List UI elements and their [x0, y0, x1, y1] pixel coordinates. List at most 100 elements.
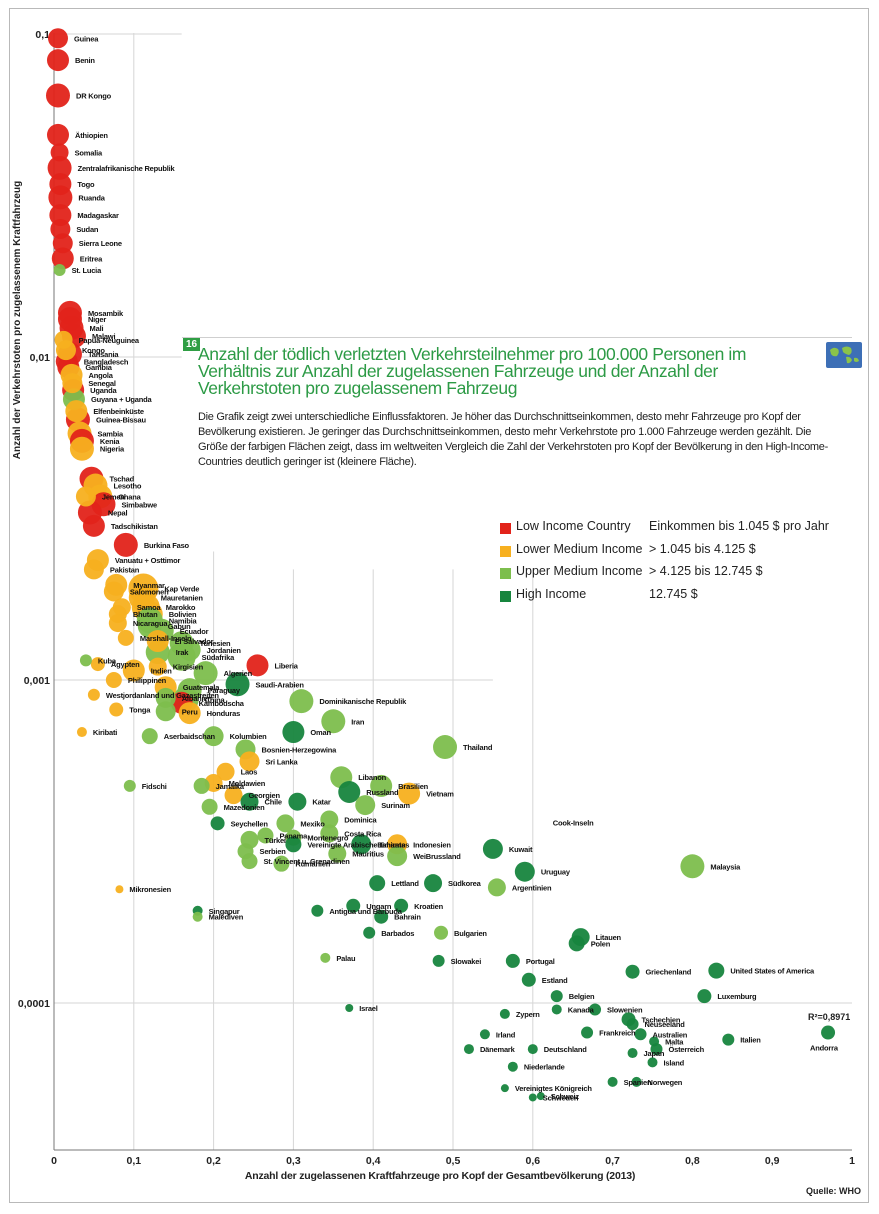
- point-label: Fidschi: [142, 782, 167, 791]
- data-point: [374, 909, 389, 924]
- data-point: [647, 1057, 658, 1068]
- point-label: Zentralafrikanische Republik: [78, 164, 176, 173]
- point-label: Uruguay: [541, 868, 571, 877]
- point-label: Dänemark: [480, 1045, 516, 1054]
- data-point: [394, 898, 409, 913]
- data-point: [351, 834, 372, 855]
- point-label: Argentinien: [512, 883, 552, 892]
- data-point: [49, 204, 72, 227]
- data-point: [148, 657, 167, 676]
- point-label: China: [205, 696, 226, 705]
- point-label: Südkorea: [448, 879, 482, 888]
- point-label: Australien: [653, 1030, 688, 1039]
- point-label: Westjordanland und Gazastreifen: [106, 691, 219, 700]
- x-axis-label: Anzahl der zugelassenen Kraftfahrzeuge p…: [244, 1170, 636, 1182]
- x-tick-label: 0,1: [126, 1155, 141, 1167]
- data-point: [193, 661, 218, 686]
- point-label: Honduras: [207, 709, 240, 718]
- point-label: Nigeria: [100, 445, 125, 454]
- point-label: Ägypten: [111, 660, 140, 669]
- point-label: Jamaika: [216, 782, 245, 791]
- data-point: [424, 874, 443, 893]
- point-label: Dominica: [344, 815, 377, 824]
- data-point: [87, 688, 100, 701]
- x-tick-label: 0,5: [446, 1155, 461, 1167]
- point-label: Samoa: [137, 603, 162, 612]
- legend-entry: Low Income Country Einkommen bis 1.045 $ …: [500, 518, 860, 541]
- data-point: [105, 672, 122, 688]
- point-label: Indonesien: [413, 840, 451, 849]
- point-label: Vereinigte Arabische Emirate: [307, 840, 405, 849]
- point-label: Luxemburg: [717, 992, 757, 1001]
- point-label: Kuwait: [509, 845, 533, 854]
- data-point: [47, 28, 68, 49]
- data-point: [54, 330, 73, 349]
- point-label: Elfenbeinküste: [93, 407, 144, 416]
- data-point: [581, 1026, 594, 1039]
- data-point: [45, 83, 70, 108]
- point-label: Malta: [665, 1037, 684, 1046]
- figure-number-badge: 16: [183, 338, 201, 351]
- data-point: [193, 777, 210, 794]
- point-label: Gambia: [85, 363, 112, 372]
- legend-swatch: [500, 590, 511, 602]
- point-label: Myanmar: [133, 581, 165, 590]
- data-point: [69, 436, 94, 461]
- legend-range: Einkommen bis 1.045 $ pro Jahr: [649, 519, 829, 533]
- legend-entry: High Income 12.745 $: [500, 586, 860, 609]
- chart-frame: [9, 8, 869, 1203]
- point-label: Türkei: [265, 836, 286, 845]
- point-label: Bulgarien: [454, 929, 487, 938]
- data-point: [108, 614, 127, 633]
- point-label: Tansania: [88, 350, 119, 359]
- legend: Low Income Country Einkommen bis 1.045 $ …: [500, 518, 860, 608]
- data-point: [225, 672, 250, 697]
- data-point: [178, 702, 201, 725]
- data-point: [363, 926, 376, 939]
- point-label: Deutschland: [544, 1045, 587, 1054]
- point-label: Saudi-Arabien: [256, 680, 305, 689]
- data-point: [240, 792, 259, 811]
- point-label: Russland: [366, 788, 399, 797]
- point-label: Uganda: [90, 386, 117, 395]
- point-label: Slowakei: [451, 957, 482, 966]
- data-point: [62, 373, 83, 394]
- point-label: Bhutan: [133, 610, 158, 619]
- point-label: Mauretanien: [161, 594, 204, 603]
- point-label: Niederlande: [524, 1063, 565, 1072]
- data-point: [634, 1028, 647, 1041]
- y-tick-label: 0,0001: [18, 998, 50, 1010]
- point-label: Thailand: [463, 743, 493, 752]
- point-label: Tschad: [110, 475, 135, 484]
- data-point: [697, 989, 712, 1004]
- point-label: Sudan: [76, 225, 99, 234]
- data-point: [239, 751, 260, 772]
- data-point: [52, 233, 73, 254]
- point-label: Andorra: [810, 1044, 839, 1053]
- data-point: [398, 782, 421, 805]
- data-point: [527, 1044, 538, 1055]
- data-point: [321, 709, 346, 734]
- data-point: [521, 972, 536, 987]
- point-label: Moldawien: [229, 779, 266, 788]
- point-label: Sri Lanka: [266, 757, 299, 766]
- data-point: [117, 629, 134, 646]
- point-label: Tonga: [129, 706, 151, 715]
- point-label: Slowenien: [607, 1005, 643, 1014]
- point-label: Lettland: [391, 879, 419, 888]
- data-point: [90, 657, 105, 672]
- point-label: Südafrika: [202, 653, 235, 662]
- point-label: Georgien: [249, 791, 281, 800]
- point-label: Peru: [182, 707, 198, 716]
- legend-range: 12.745 $: [649, 586, 698, 601]
- data-point: [355, 795, 376, 816]
- y-tick-label: 0,001: [24, 675, 50, 687]
- data-point: [479, 1029, 490, 1040]
- point-label: Estland: [542, 976, 568, 985]
- data-point: [311, 904, 324, 917]
- point-label: Gabun: [168, 622, 191, 631]
- point-label: Tadschikistan: [111, 522, 158, 531]
- point-label: Kambodscha: [199, 699, 245, 708]
- point-label: Madagaskar: [77, 211, 119, 220]
- point-label: Seychellen: [231, 819, 269, 828]
